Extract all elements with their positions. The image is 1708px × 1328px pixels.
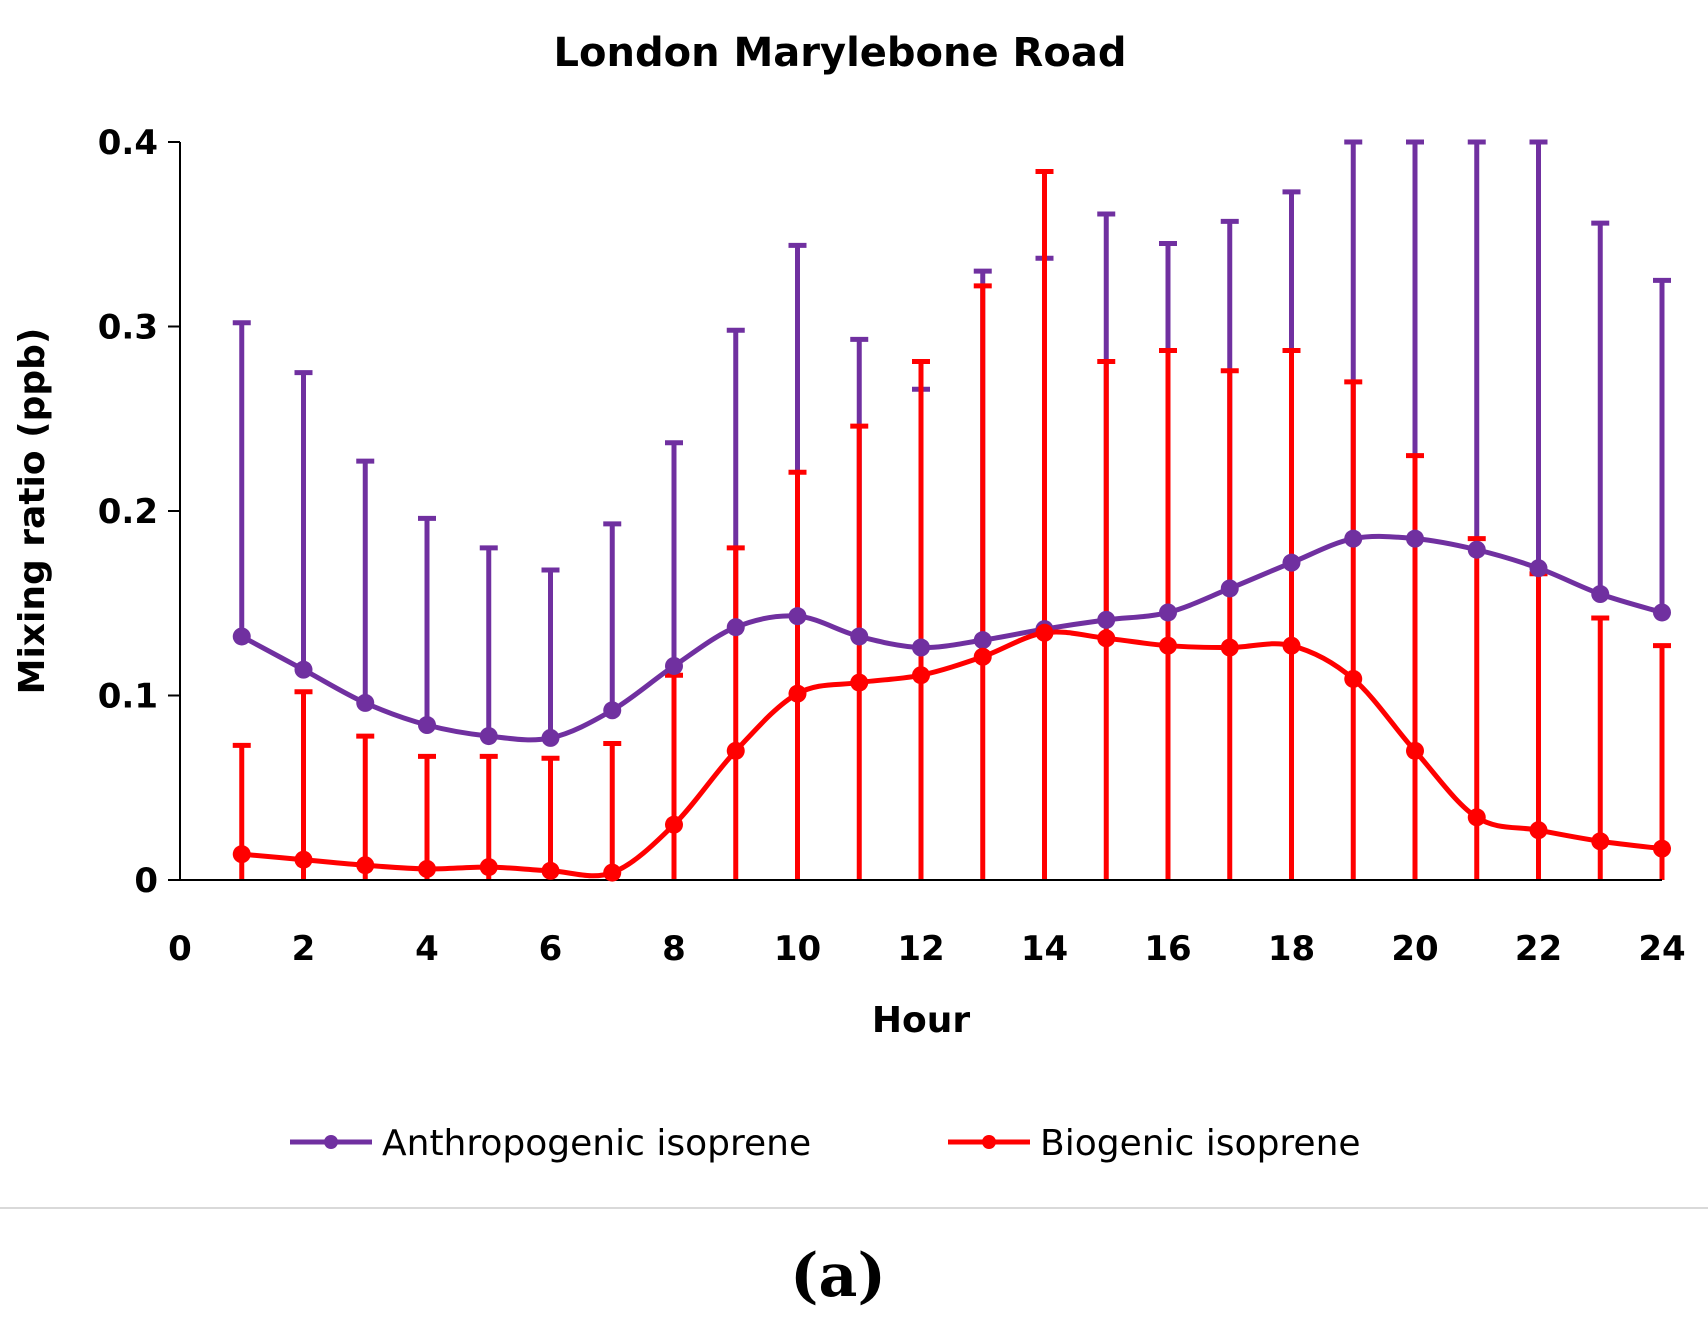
data-point	[1653, 603, 1671, 622]
data-point	[665, 656, 683, 675]
data-point	[603, 701, 622, 720]
x-axis-title: Hour	[872, 1000, 970, 1041]
x-tick-label: 20	[1391, 929, 1438, 969]
legend-label-anthropogenic: Anthropogenic isoprene	[382, 1123, 811, 1164]
series-line-anthropogenic	[239, 533, 1665, 743]
y-tick-label: 0.1	[98, 677, 158, 717]
y-tick-label: 0.2	[98, 492, 158, 532]
x-tick-label: 24	[1638, 929, 1685, 969]
legend-item-anthropogenic: Anthropogenic isoprene	[290, 1123, 811, 1164]
data-point	[294, 850, 313, 869]
series-line-biogenic	[239, 629, 1665, 879]
data-point	[1097, 629, 1116, 648]
data-point	[850, 673, 869, 692]
x-tick-label: 18	[1268, 929, 1315, 969]
x-tick-label: 4	[415, 929, 439, 969]
data-point	[912, 638, 930, 657]
error-bars	[232, 139, 1671, 880]
data-point	[973, 647, 992, 666]
x-tick-label: 0	[168, 929, 192, 969]
data-point	[479, 727, 498, 746]
x-tick-label: 14	[1021, 929, 1068, 969]
data-point	[1529, 559, 1548, 578]
x-ticks: 0 2 4 6 8 10 12 14 16 18 20 22 24	[168, 929, 1686, 969]
x-tick-label: 12	[897, 929, 944, 969]
x-tick-label: 10	[774, 929, 821, 969]
figure-caption: (a)	[790, 1241, 886, 1311]
data-point	[541, 861, 560, 880]
data-point	[1344, 529, 1363, 548]
data-point	[603, 863, 622, 882]
x-tick-label: 22	[1515, 929, 1562, 969]
data-point	[418, 716, 436, 735]
data-point	[1097, 610, 1116, 629]
chart-title: London Marylebone Road	[554, 30, 1127, 76]
data-point	[479, 858, 498, 877]
data-point	[232, 627, 251, 646]
y-tick-label: 0.3	[98, 308, 158, 348]
legend-label-biogenic: Biogenic isoprene	[1040, 1123, 1361, 1164]
y-tick-label: 0.4	[98, 123, 158, 163]
data-point	[1653, 839, 1671, 858]
data-point	[665, 815, 683, 834]
data-point	[726, 741, 745, 760]
data-point	[1591, 585, 1610, 604]
data-point	[1282, 636, 1301, 655]
x-tick-label: 16	[1144, 929, 1191, 969]
x-tick-label: 2	[292, 929, 316, 969]
data-point	[1282, 553, 1301, 572]
data-point	[356, 693, 375, 712]
data-point	[850, 627, 869, 646]
data-point	[1220, 638, 1239, 657]
data-point	[1159, 636, 1177, 655]
data-point	[788, 684, 807, 703]
data-point	[1467, 540, 1486, 559]
y-axis-title: Mixing ratio (ppb)	[12, 328, 53, 695]
data-point	[294, 660, 313, 679]
data-point	[973, 631, 992, 650]
data-point	[912, 666, 930, 685]
data-point	[1159, 603, 1177, 622]
data-point	[232, 845, 251, 864]
data-point	[726, 618, 745, 637]
x-tick-label: 8	[662, 929, 686, 969]
series-lines	[239, 533, 1665, 879]
data-point	[1591, 832, 1610, 851]
data-point	[1406, 741, 1424, 760]
data-point	[1467, 808, 1486, 827]
data-point	[1220, 579, 1239, 598]
legend-swatch-marker	[324, 1135, 338, 1149]
x-tick-label: 6	[539, 929, 563, 969]
data-point	[356, 856, 375, 875]
series-markers	[232, 529, 1671, 882]
legend-swatch-marker	[982, 1135, 996, 1149]
data-point	[418, 859, 436, 878]
y-ticks: 0 0.1 0.2 0.3 0.4	[98, 123, 180, 901]
y-tick-label: 0	[134, 861, 158, 901]
data-point	[541, 728, 560, 747]
data-point	[1406, 529, 1424, 548]
data-point	[1035, 623, 1054, 642]
data-point	[1529, 821, 1548, 840]
data-point	[788, 607, 807, 626]
legend: Anthropogenic isoprene Biogenic isoprene	[290, 1123, 1361, 1164]
legend-item-biogenic: Biogenic isoprene	[948, 1123, 1361, 1164]
data-point	[1344, 669, 1363, 688]
